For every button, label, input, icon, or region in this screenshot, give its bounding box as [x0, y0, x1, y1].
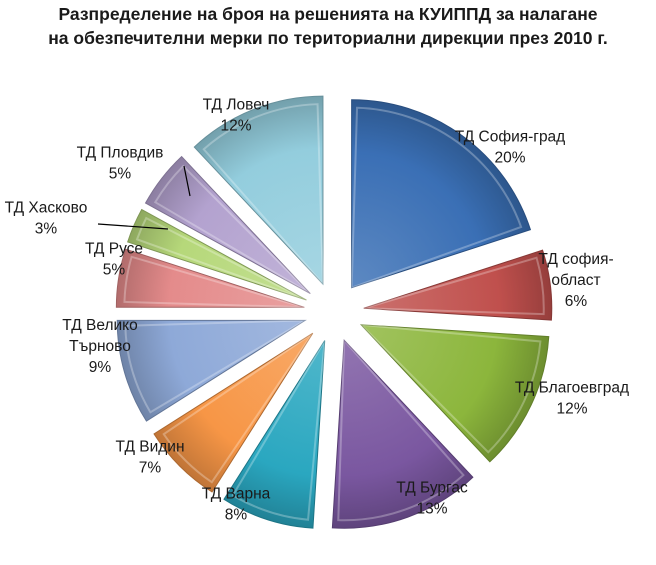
slice-label: ТД Варна 8%	[202, 486, 271, 524]
chart-title-line-1: Разпределение на броя на решенията на КУ…	[58, 4, 598, 24]
slice-label: ТД Пловдив 5%	[77, 145, 164, 183]
slice-label: ТД София-град 20%	[455, 129, 565, 167]
slice-label: ТД Русе 5%	[85, 241, 143, 279]
slice-name-label: ТД софия-	[538, 251, 613, 268]
leader-line	[183, 165, 191, 197]
slice-label: ТД Ловеч 12%	[203, 97, 270, 135]
slice-value-label: 7%	[139, 460, 162, 477]
pie-slice-bevel	[123, 255, 305, 309]
pie-slice	[359, 324, 550, 463]
slice-name-label: ТД Хасково	[5, 200, 88, 217]
slice-name-label: Търново	[69, 338, 131, 355]
leader-line	[97, 223, 169, 230]
pie-slice	[331, 339, 474, 529]
chart-title-line-2: на обезпечителни мерки по териториални д…	[48, 28, 608, 48]
slice-label: ТД Бургас 13%	[396, 480, 468, 518]
slice-value-label: 6%	[565, 293, 588, 310]
pie-slice-bevel	[202, 103, 325, 287]
slice-name-label: ТД Видин	[115, 439, 184, 456]
slice-value-label: 8%	[225, 507, 248, 524]
pie-slice	[144, 155, 311, 295]
pie-slice-bevel	[135, 216, 307, 302]
slice-name-label: ТД Благоевград	[515, 380, 629, 397]
slice-value-label: 9%	[89, 359, 112, 376]
pie-slice-bevel	[337, 337, 465, 522]
pie-slice	[223, 340, 326, 529]
slice-label: ТД Велико Търново 9%	[62, 317, 137, 376]
pie-slice-bevel	[350, 106, 523, 290]
slice-name-label: ТД Русе	[85, 241, 143, 258]
slice-value-label: 13%	[416, 501, 447, 518]
slice-name-label: ТД Пловдив	[77, 145, 164, 162]
slice-label: ТД софия-област 6%	[538, 251, 613, 310]
slice-label: ТД Видин 7%	[115, 439, 184, 477]
slice-label: ТД Благоевград 12%	[515, 380, 629, 418]
pie-slice	[153, 332, 314, 493]
pie-slice-bevel	[124, 319, 310, 414]
slice-value-label: 12%	[556, 401, 587, 418]
pie-slice	[363, 249, 553, 321]
slice-name-label: ТД Ловеч	[203, 97, 270, 114]
slice-value-label: 20%	[494, 150, 525, 167]
pie-slice-bevel	[231, 340, 326, 521]
slice-name-label: област	[551, 272, 600, 289]
slice-label: ТД Хасково 3%	[5, 200, 88, 238]
pie-slice-bevel	[162, 332, 314, 484]
slice-value-label: 12%	[220, 118, 251, 135]
slice-name-label: ТД София-град	[455, 129, 565, 146]
pie-slice	[116, 319, 307, 422]
pie-slice	[127, 208, 307, 301]
pie-slice-bevel	[363, 256, 545, 316]
slice-value-label: 5%	[103, 262, 126, 279]
pie-slice-bevel	[358, 323, 542, 454]
pie-slice	[193, 95, 324, 286]
pie-slice	[351, 99, 532, 289]
pie-slice-bevel	[153, 164, 312, 295]
slice-value-label: 3%	[35, 221, 58, 238]
slice-value-label: 5%	[109, 166, 132, 183]
slice-name-label: ТД Велико	[62, 317, 137, 334]
pie-slice	[115, 248, 305, 308]
slice-name-label: ТД Варна	[202, 486, 271, 503]
slice-name-label: ТД Бургас	[396, 480, 468, 497]
